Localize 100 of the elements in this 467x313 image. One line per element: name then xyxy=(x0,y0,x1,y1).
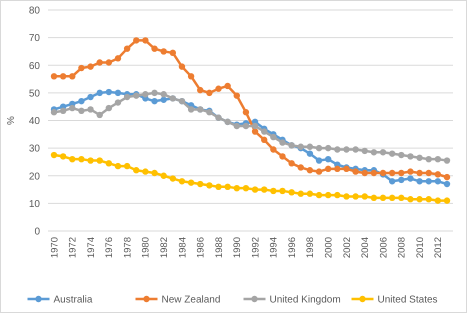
point xyxy=(407,196,414,202)
point xyxy=(151,170,158,176)
x-tick-label: 2010 xyxy=(414,237,426,258)
point xyxy=(261,136,268,144)
point xyxy=(279,153,286,160)
point xyxy=(261,186,268,193)
x-tick-label: 1998 xyxy=(305,237,316,258)
point xyxy=(160,48,167,55)
point xyxy=(434,197,442,204)
x-tick-label: 1988 xyxy=(214,237,225,258)
point xyxy=(69,156,76,162)
point xyxy=(106,104,112,112)
point xyxy=(188,106,194,113)
point xyxy=(224,184,231,190)
point xyxy=(370,149,378,156)
x-tick-label: 1982 xyxy=(159,237,170,258)
point xyxy=(234,92,240,99)
point xyxy=(252,122,258,130)
point xyxy=(380,194,386,202)
point xyxy=(426,156,432,162)
point xyxy=(324,144,332,152)
point xyxy=(362,148,368,154)
point xyxy=(78,156,85,162)
point xyxy=(87,157,94,164)
point xyxy=(170,175,176,182)
point xyxy=(188,73,194,80)
x-tick-label: 1974 xyxy=(86,237,97,258)
point xyxy=(96,157,103,164)
point xyxy=(69,73,76,80)
point xyxy=(416,196,423,202)
point xyxy=(407,153,414,160)
point xyxy=(444,197,450,204)
point xyxy=(398,170,404,176)
x-tick-label: 1970 xyxy=(49,237,60,258)
point xyxy=(142,37,149,44)
point xyxy=(362,193,368,200)
point xyxy=(416,178,423,184)
point xyxy=(434,171,442,178)
point xyxy=(316,168,322,175)
point xyxy=(242,122,250,130)
point xyxy=(69,104,76,112)
point xyxy=(426,178,432,184)
point xyxy=(362,170,368,176)
point xyxy=(324,192,332,198)
point xyxy=(261,128,268,135)
x-tick-label: 1976 xyxy=(104,237,116,258)
point xyxy=(160,91,167,98)
point xyxy=(124,94,130,100)
point xyxy=(279,139,286,146)
x-tick-label: 1996 xyxy=(286,237,298,258)
point xyxy=(78,98,85,104)
point xyxy=(206,90,213,96)
point xyxy=(388,150,396,157)
point xyxy=(407,168,414,175)
point xyxy=(242,109,250,116)
x-tick-label: 2012 xyxy=(433,237,444,258)
point xyxy=(398,194,404,202)
point xyxy=(279,188,286,194)
point xyxy=(124,45,130,52)
point xyxy=(87,106,94,113)
point xyxy=(270,188,277,194)
x-tick-label: 1984 xyxy=(177,237,188,258)
point xyxy=(444,180,450,188)
x-tick-label: 2000 xyxy=(324,237,335,258)
point xyxy=(151,90,158,96)
point xyxy=(106,88,112,96)
point xyxy=(398,152,404,158)
point xyxy=(434,178,442,184)
point xyxy=(78,108,85,114)
point xyxy=(96,59,103,66)
point xyxy=(388,170,396,176)
point xyxy=(426,196,432,202)
y-tick-label: 20 xyxy=(28,171,40,182)
point xyxy=(434,156,442,162)
y-tick-label: 50 xyxy=(28,88,40,100)
point xyxy=(197,180,204,188)
legend-label: New Zealand xyxy=(162,294,220,306)
point xyxy=(114,55,122,62)
point xyxy=(288,160,295,167)
point xyxy=(444,174,450,180)
point xyxy=(388,194,396,202)
point xyxy=(188,179,194,186)
point xyxy=(215,184,222,190)
point xyxy=(60,108,66,114)
point xyxy=(298,164,304,171)
point xyxy=(114,90,122,96)
x-tick-label: 1994 xyxy=(268,237,280,258)
point xyxy=(234,184,240,192)
x-tick-label: 1990 xyxy=(232,237,244,258)
point xyxy=(288,189,295,196)
x-tick-label: 2008 xyxy=(396,237,408,258)
point xyxy=(197,86,204,94)
point xyxy=(352,193,359,200)
point xyxy=(96,112,103,118)
point xyxy=(352,168,359,175)
point xyxy=(242,184,250,192)
x-tick-label: 2006 xyxy=(378,237,390,258)
x-tick-label: 1992 xyxy=(250,237,262,258)
legend-label: United States xyxy=(378,294,438,306)
point xyxy=(133,167,140,174)
